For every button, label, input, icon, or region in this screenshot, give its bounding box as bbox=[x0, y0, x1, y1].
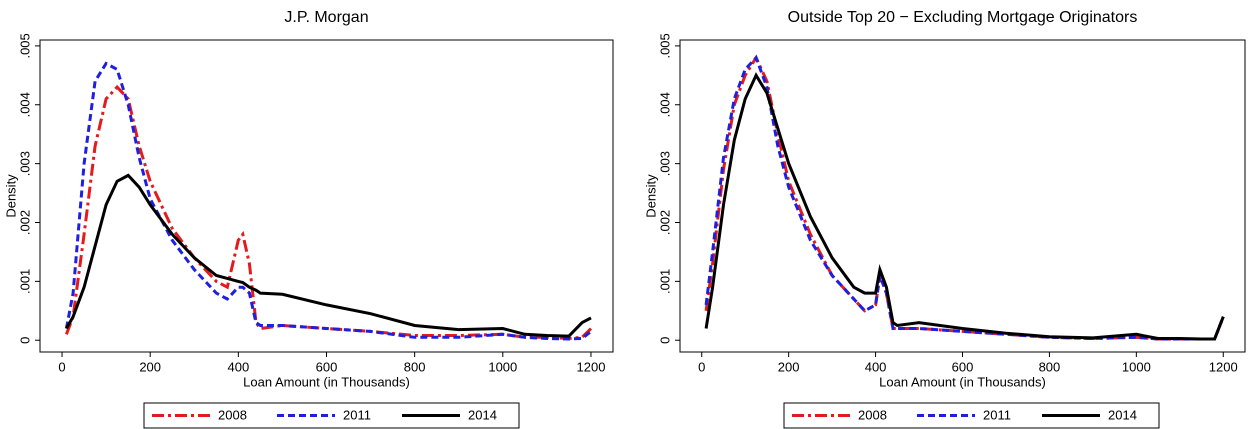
chart-title: Outside Top 20 − Excluding Mortgage Orig… bbox=[788, 9, 1138, 26]
x-tick-label: 600 bbox=[316, 359, 338, 374]
chart-title: J.P. Morgan bbox=[284, 9, 368, 26]
y-tick-label: .004 bbox=[17, 92, 32, 117]
y-tick-label: .001 bbox=[17, 269, 32, 294]
series-line bbox=[704, 54, 1225, 341]
x-axis-label: Loan Amount (in Thousands) bbox=[243, 374, 410, 389]
y-axis-label: Density bbox=[643, 174, 658, 218]
series-line bbox=[64, 84, 593, 341]
y-tick-label: .004 bbox=[657, 92, 672, 117]
y-tick-label: .001 bbox=[657, 269, 672, 294]
legend-label: 2014 bbox=[468, 407, 497, 422]
x-tick-label: 200 bbox=[778, 359, 800, 374]
x-tick-label: 1000 bbox=[1122, 359, 1151, 374]
legend-box bbox=[783, 402, 1160, 429]
x-tick-label: 0 bbox=[58, 359, 65, 374]
y-tick-label: .002 bbox=[657, 210, 672, 235]
series-line bbox=[704, 72, 1225, 341]
x-tick-label: 200 bbox=[139, 359, 161, 374]
legend-label: 2008 bbox=[858, 407, 887, 422]
y-tick-label: .003 bbox=[657, 151, 672, 176]
series-line bbox=[64, 61, 592, 341]
series-line bbox=[704, 54, 1225, 341]
legend-box bbox=[143, 402, 520, 429]
x-tick-label: 1200 bbox=[1209, 359, 1238, 374]
x-tick-label: 800 bbox=[1039, 359, 1061, 374]
series-line bbox=[65, 173, 592, 338]
legend-label: 2011 bbox=[983, 407, 1011, 422]
y-tick-label: .005 bbox=[657, 33, 672, 58]
y-tick-label: .005 bbox=[17, 33, 32, 58]
legend-label: 2011 bbox=[343, 407, 371, 422]
x-tick-label: 400 bbox=[227, 359, 249, 374]
x-tick-label: 400 bbox=[865, 359, 887, 374]
x-tick-label: 0 bbox=[698, 359, 705, 374]
legend-label: 2014 bbox=[1108, 407, 1137, 422]
x-axis-label: Loan Amount (in Thousands) bbox=[879, 374, 1046, 389]
x-tick-label: 1000 bbox=[488, 359, 517, 374]
y-axis-label: Density bbox=[3, 174, 18, 218]
x-tick-label: 800 bbox=[404, 359, 426, 374]
y-tick-label: .003 bbox=[17, 151, 32, 176]
y-tick-label: 0 bbox=[657, 337, 672, 344]
y-tick-label: .002 bbox=[17, 210, 32, 235]
x-tick-label: 1200 bbox=[577, 359, 606, 374]
legend-label: 2008 bbox=[218, 407, 247, 422]
y-tick-label: 0 bbox=[17, 337, 32, 344]
x-tick-label: 600 bbox=[952, 359, 974, 374]
